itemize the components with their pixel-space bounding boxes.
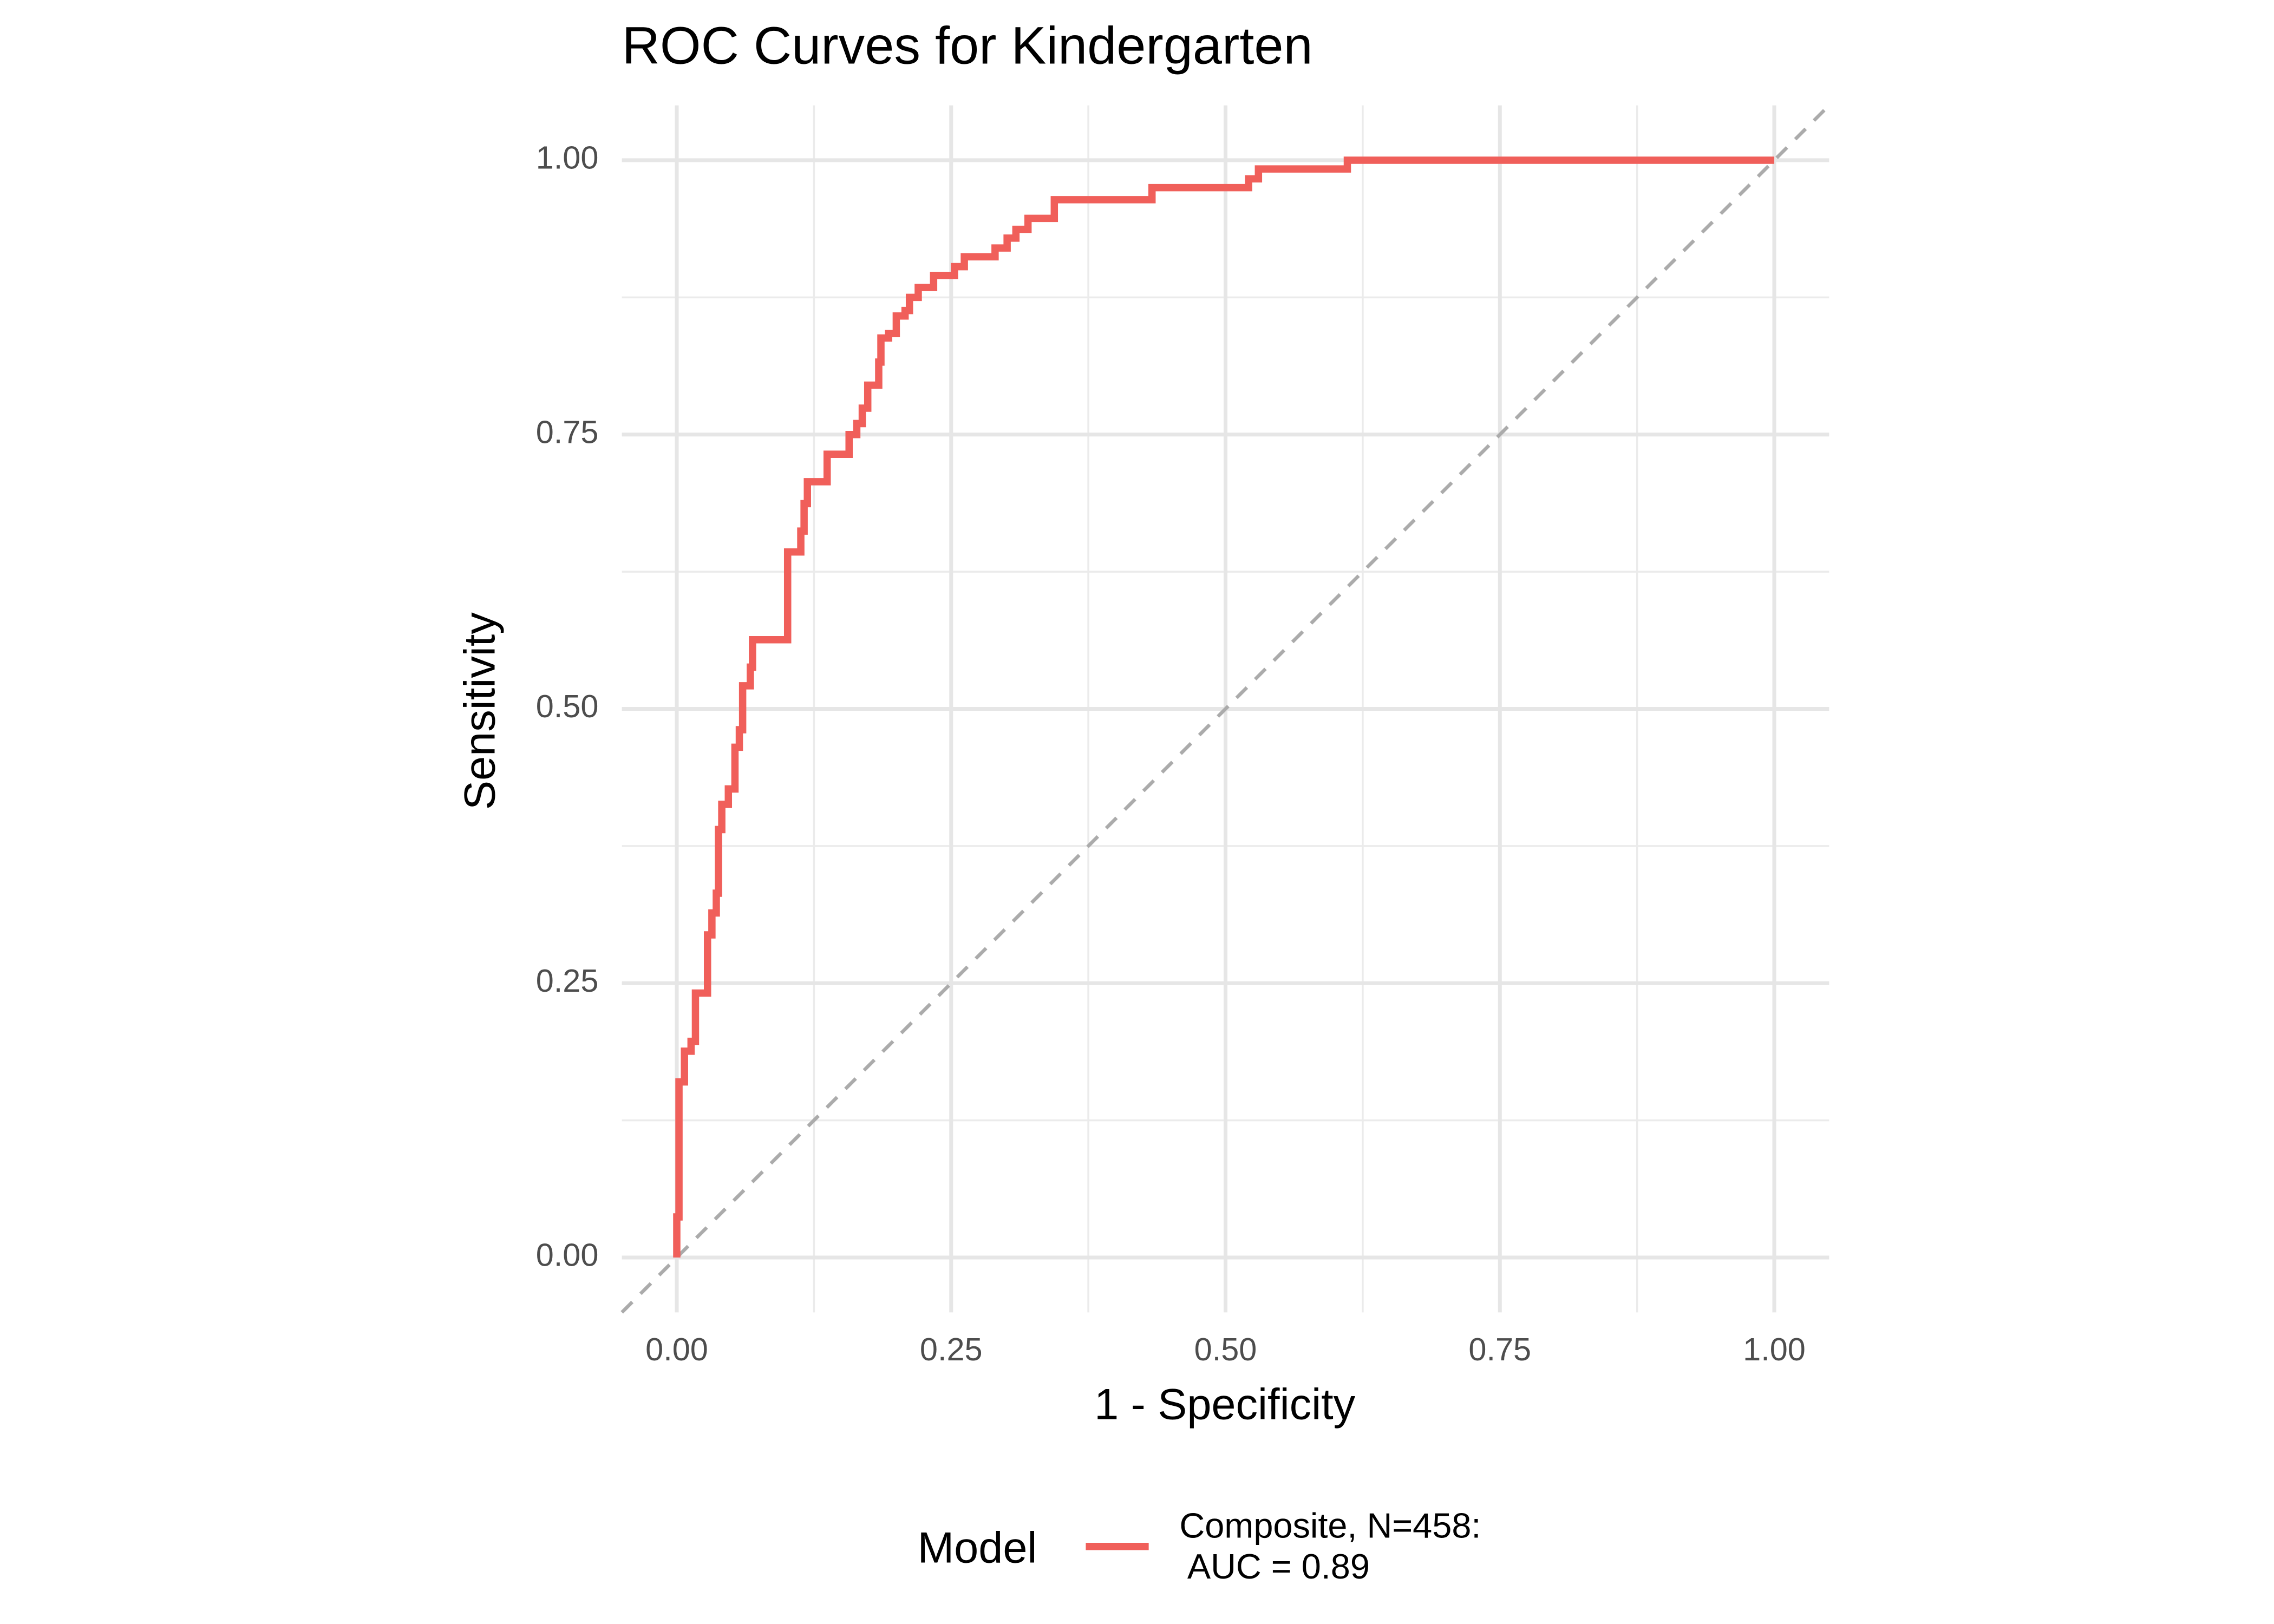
x-axis-title: 1 - Specificity: [1094, 1380, 1356, 1429]
legend-entry: Composite, N=458: AUC = 0.89: [1179, 1507, 1481, 1588]
y-tick-label: 0.25: [536, 962, 599, 999]
x-tick-label: 1.00: [1743, 1331, 1806, 1367]
roc-curve: [673, 156, 1775, 1258]
y-tick-label: 0.50: [536, 688, 599, 724]
grid: 0.00 0.25 0.50 0.75 1.00 0.00 0.25 0.50 0.75 1.00: [536, 105, 1829, 1367]
x-tick-label: 0.75: [1468, 1331, 1531, 1367]
chart-title: ROC Curves for Kindergarten: [622, 16, 1313, 75]
legend-title: Model: [918, 1523, 1037, 1572]
x-tick-label: 0.25: [920, 1331, 983, 1367]
y-tick-label: 1.00: [536, 140, 599, 176]
y-tick-label: 0.75: [536, 414, 599, 450]
x-tick-label: 0.00: [645, 1331, 708, 1367]
y-axis-title: Sensitivity: [455, 612, 504, 810]
x-tick-label: 0.50: [1194, 1331, 1257, 1367]
plot-area: [620, 104, 1831, 1314]
reference-line: [620, 104, 1831, 1314]
y-tick-label: 0.00: [536, 1237, 599, 1273]
legend: Model Composite, N=458: AUC = 0.89: [918, 1507, 1481, 1588]
legend-label: Composite, N=458: AUC = 0.89: [1179, 1507, 1481, 1588]
